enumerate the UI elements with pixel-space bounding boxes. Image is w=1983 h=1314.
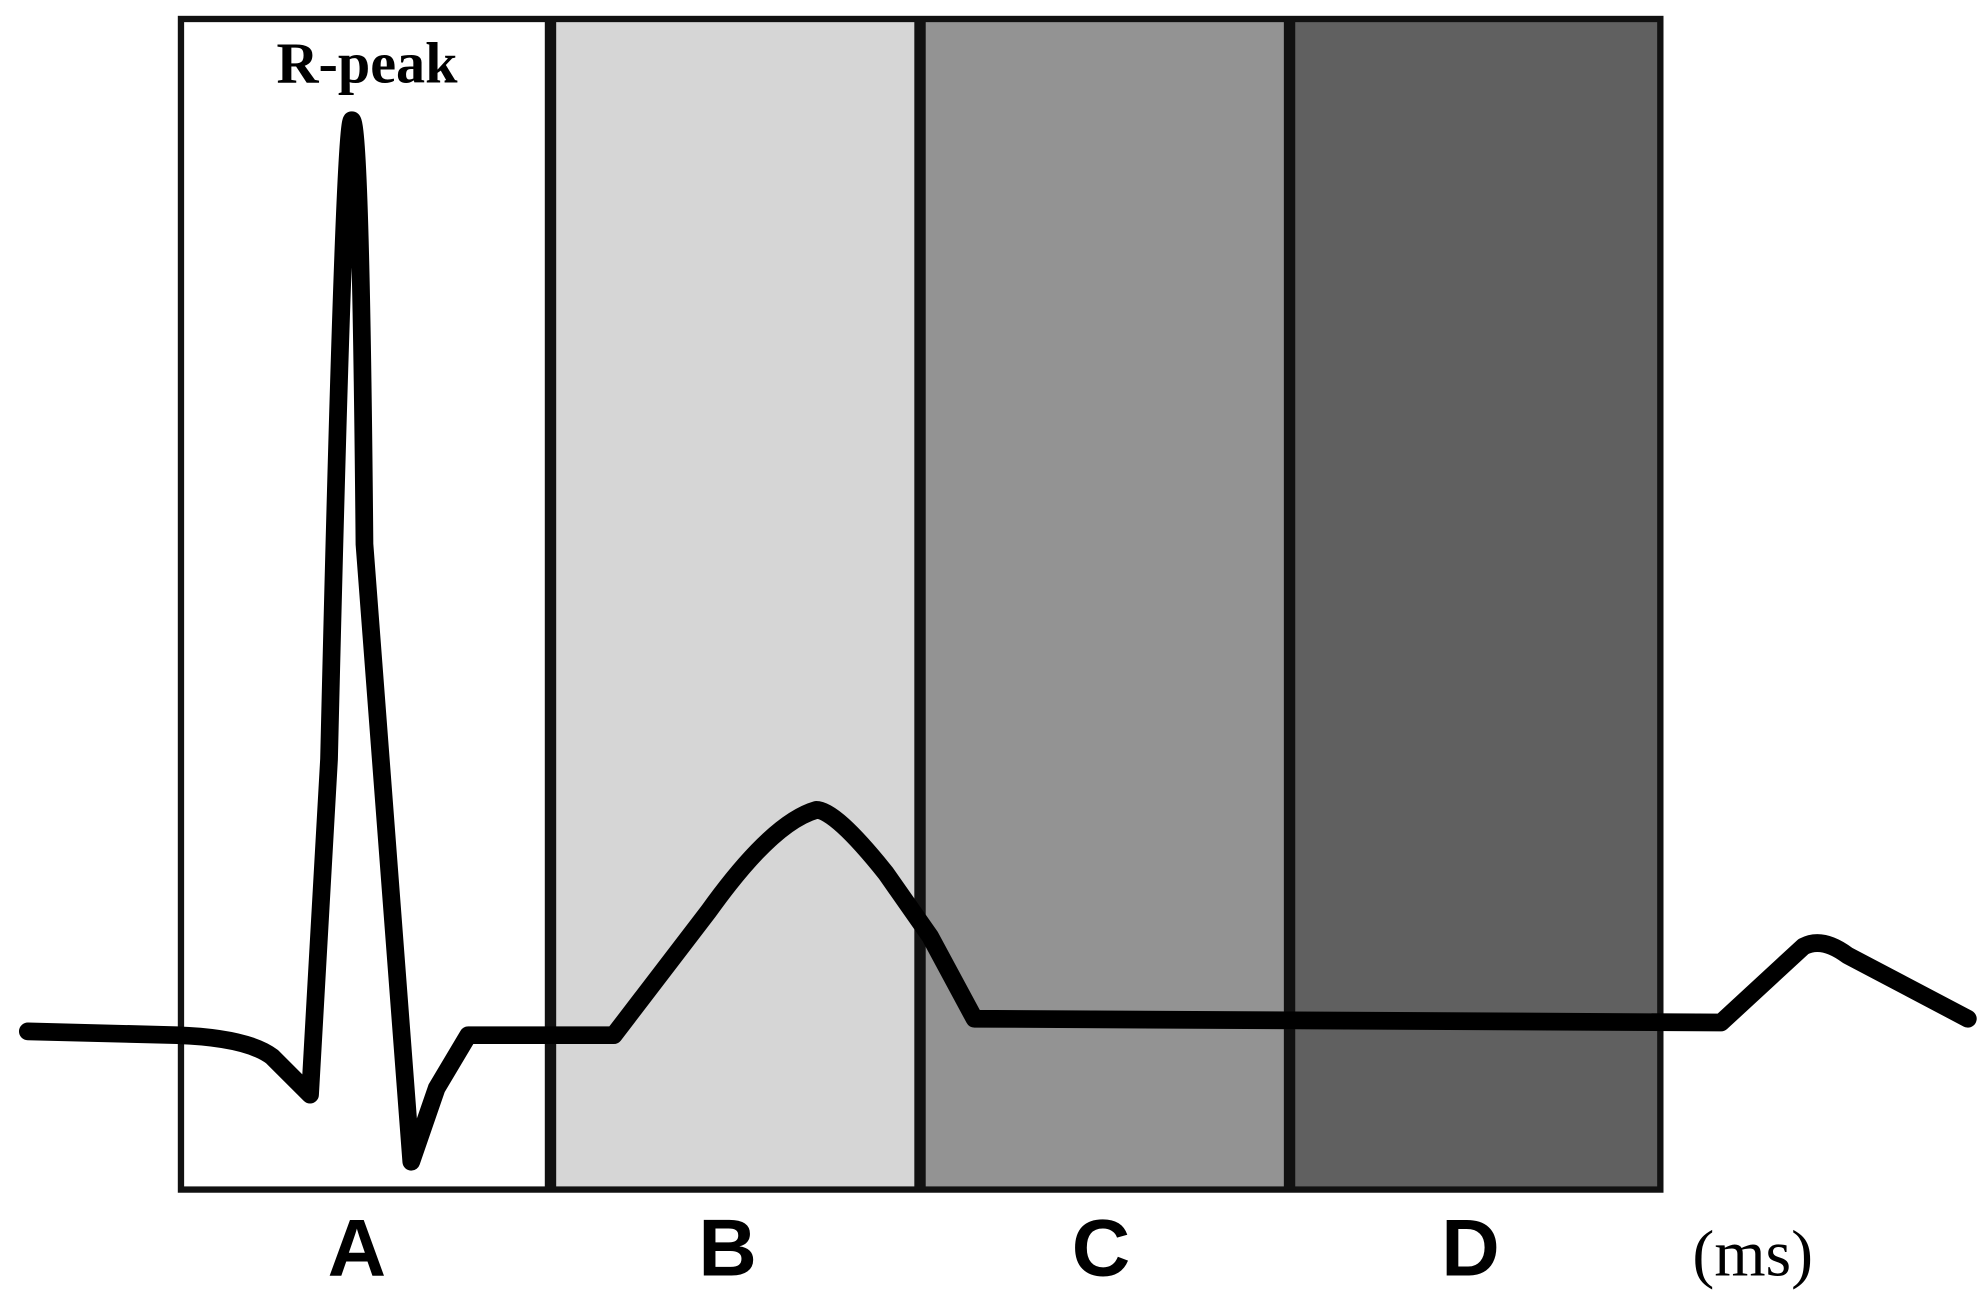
ecg-trace xyxy=(18,111,1977,1171)
segment-d-area xyxy=(1289,18,1661,1190)
segment-label: D xyxy=(1441,1204,1499,1294)
segment-label: A xyxy=(328,1204,386,1294)
r-peak-label: R-peak xyxy=(276,30,458,95)
figure: R-peak A B C D (ms) xyxy=(18,15,1977,1294)
segment-label: B xyxy=(698,1204,756,1294)
segment-c-area xyxy=(920,18,1290,1190)
segment-label: C xyxy=(1072,1204,1130,1294)
segment-b-area xyxy=(550,18,921,1190)
unit-label: (ms) xyxy=(1692,1218,1813,1291)
